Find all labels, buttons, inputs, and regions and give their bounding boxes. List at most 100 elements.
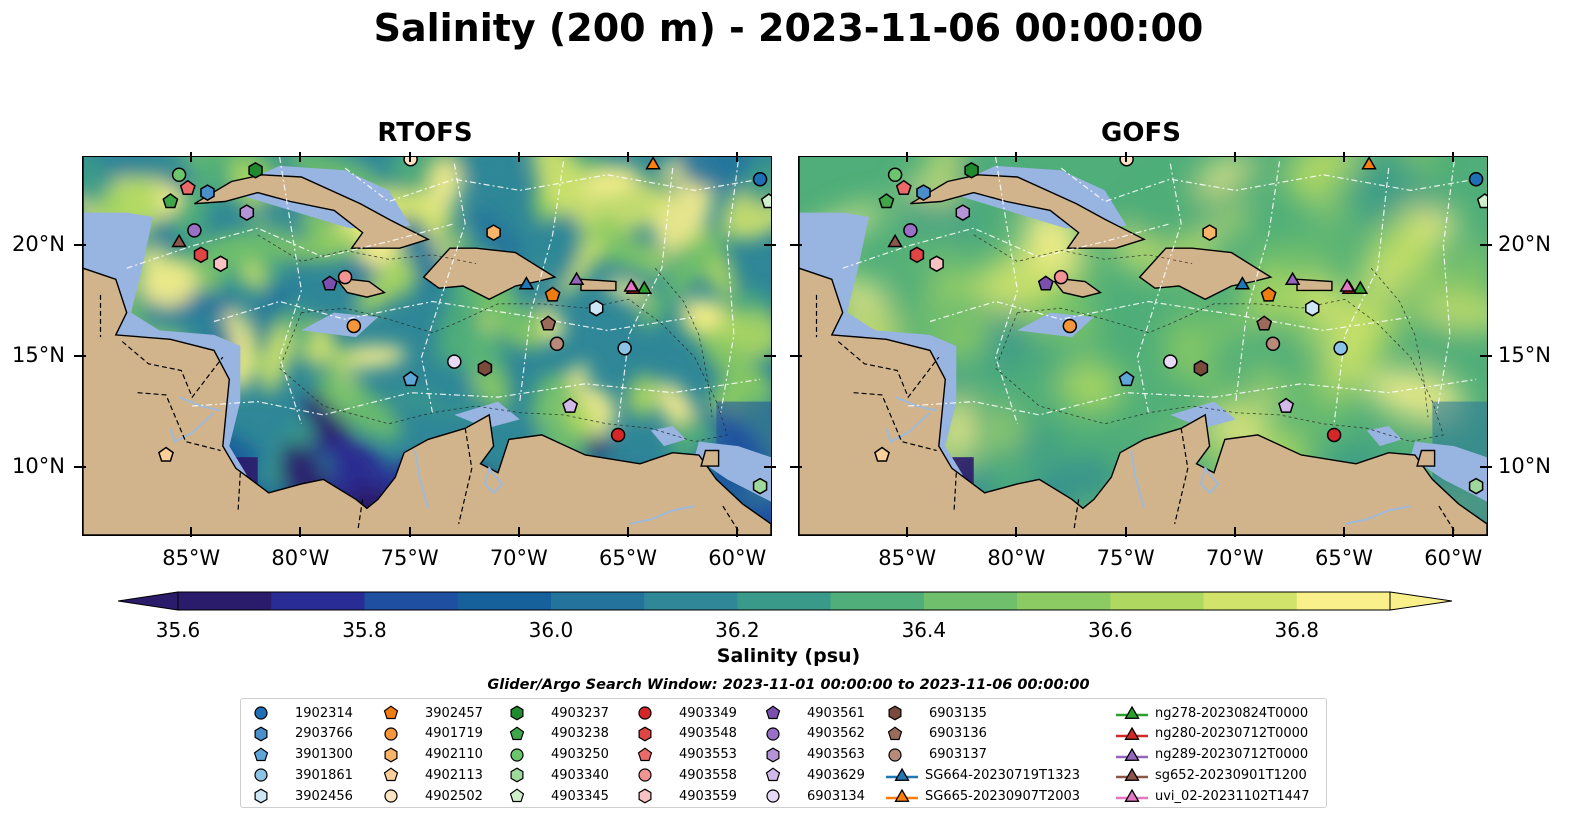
platform-marker-4902502[interactable] bbox=[403, 157, 418, 167]
platform-marker-4901719[interactable] bbox=[1062, 318, 1078, 334]
legend-label: 4903558 bbox=[679, 767, 737, 783]
colorbar-segment bbox=[644, 592, 738, 610]
tick-mark bbox=[517, 527, 520, 537]
platform-marker-2903766[interactable] bbox=[916, 184, 931, 201]
platform-marker-4903238[interactable] bbox=[162, 193, 179, 209]
platform-marker-1902314[interactable] bbox=[752, 171, 768, 187]
platform-marker-4903559[interactable] bbox=[929, 255, 944, 273]
tick-mark bbox=[736, 152, 739, 162]
platform-marker-SG664-20230719T1323[interactable] bbox=[1234, 276, 1251, 290]
legend-label: SG665-20230907T2003 bbox=[925, 788, 1081, 804]
legend-entry: 6903134 bbox=[763, 786, 865, 806]
platform-marker-3902456[interactable] bbox=[1305, 299, 1320, 317]
platform-marker-3901300[interactable] bbox=[1118, 370, 1135, 387]
platform-marker-3901861[interactable] bbox=[1333, 340, 1348, 356]
platform-marker-4903561[interactable] bbox=[321, 275, 338, 291]
platform-marker-4903629[interactable] bbox=[1278, 397, 1295, 413]
legend-entry: 6903136 bbox=[885, 724, 987, 744]
platform-marker-4902113[interactable] bbox=[158, 446, 174, 462]
platform-marker-4903562[interactable] bbox=[903, 223, 918, 238]
platform-marker-4903349[interactable] bbox=[1326, 427, 1342, 443]
platform-marker-uvi_02-20231102T1447[interactable] bbox=[1339, 278, 1356, 292]
platform-marker-4902110[interactable] bbox=[486, 224, 501, 241]
platform-marker-ng289-20230712T0000[interactable] bbox=[568, 271, 585, 286]
platform-marker-4902502[interactable] bbox=[1119, 157, 1134, 167]
legend-entry: 4903562 bbox=[763, 724, 865, 744]
legend-entry: 4903563 bbox=[763, 745, 865, 765]
tick-mark bbox=[1015, 527, 1018, 537]
legend-marker-icon bbox=[509, 726, 525, 740]
platform-marker-ng289-20230712T0000[interactable] bbox=[1284, 271, 1301, 286]
platform-marker-6903135[interactable] bbox=[1193, 359, 1209, 377]
platform-marker-sg652-20230901T1200[interactable] bbox=[171, 233, 187, 248]
platform-marker-4903553[interactable] bbox=[179, 179, 196, 195]
platform-marker-uvi_02-20231102T1447[interactable] bbox=[623, 278, 640, 292]
platform-marker-4903238[interactable] bbox=[878, 193, 895, 209]
tick-mark bbox=[299, 152, 302, 162]
platform-marker-6903136[interactable] bbox=[540, 315, 557, 331]
legend-marker-icon bbox=[254, 768, 268, 782]
platform-marker-4903237[interactable] bbox=[248, 162, 263, 179]
platform-marker-6903137[interactable] bbox=[1265, 336, 1281, 352]
platform-marker-4903340[interactable] bbox=[1468, 477, 1484, 495]
legend: 1902314 2903766 3901300 3901861 3902456 39024… bbox=[240, 698, 1327, 808]
platform-marker-4903345[interactable] bbox=[760, 193, 771, 209]
platform-marker-6903137[interactable] bbox=[549, 336, 565, 352]
platform-marker-4903340[interactable] bbox=[752, 477, 768, 495]
platform-marker-4903250[interactable] bbox=[171, 167, 187, 183]
legend-label: sg652-20230901T1200 bbox=[1155, 767, 1307, 783]
platform-marker-4902110[interactable] bbox=[1202, 224, 1217, 241]
legend-marker-icon bbox=[638, 726, 652, 742]
rtofs-map[interactable] bbox=[82, 156, 772, 536]
platform-marker-4902113[interactable] bbox=[874, 446, 890, 462]
legend-entry: 4903238 bbox=[507, 724, 609, 744]
platform-marker-SG664-20230719T1323[interactable] bbox=[518, 276, 535, 290]
platform-marker-6903135[interactable] bbox=[477, 359, 493, 377]
platform-marker-4903629[interactable] bbox=[562, 397, 579, 413]
legend-label: 4903548 bbox=[679, 726, 737, 742]
platform-marker-4903562[interactable] bbox=[187, 223, 202, 238]
platform-marker-1902314[interactable] bbox=[1468, 171, 1484, 187]
platform-marker-4901719[interactable] bbox=[346, 318, 362, 334]
platform-marker-SG665-20230907T2003[interactable] bbox=[645, 157, 661, 170]
platform-marker-4903237[interactable] bbox=[964, 162, 979, 179]
platform-marker-6903134[interactable] bbox=[447, 354, 462, 369]
platform-marker-4903548[interactable] bbox=[193, 246, 209, 264]
platform-marker-3902457[interactable] bbox=[1260, 286, 1277, 302]
platform-marker-4903558[interactable] bbox=[1053, 269, 1069, 285]
platform-marker-ng278-20230824T0000[interactable] bbox=[1352, 280, 1369, 294]
legend-label: 4903349 bbox=[679, 705, 737, 721]
platform-marker-2903766[interactable] bbox=[200, 184, 215, 201]
platform-marker-4903558[interactable] bbox=[337, 269, 353, 285]
platform-marker-4903563[interactable] bbox=[955, 204, 971, 221]
gofs-map[interactable] bbox=[798, 156, 1488, 536]
platform-marker-6903136[interactable] bbox=[1256, 315, 1273, 331]
platform-marker-6903134[interactable] bbox=[1163, 354, 1178, 369]
legend-marker-icon bbox=[509, 788, 525, 803]
platform-marker-SG665-20230907T2003[interactable] bbox=[1361, 157, 1377, 170]
platform-marker-4903553[interactable] bbox=[895, 179, 912, 195]
colorbar-segment bbox=[178, 592, 272, 610]
platform-marker-4903345[interactable] bbox=[1476, 193, 1487, 209]
platform-marker-sg652-20230901T1200[interactable] bbox=[887, 233, 903, 248]
tick-mark bbox=[906, 527, 909, 537]
platform-marker-ng278-20230824T0000[interactable] bbox=[636, 280, 653, 294]
platform-marker-4903561[interactable] bbox=[1037, 275, 1054, 291]
tick-mark bbox=[1452, 527, 1455, 537]
platform-marker-4903559[interactable] bbox=[213, 255, 228, 273]
platform-marker-3901861[interactable] bbox=[617, 340, 632, 356]
platform-marker-4903548[interactable] bbox=[909, 246, 925, 264]
legend-marker-icon bbox=[638, 706, 652, 720]
platform-marker-3902457[interactable] bbox=[544, 286, 561, 302]
colorbar-segment bbox=[457, 592, 552, 610]
legend-entry: 4903340 bbox=[507, 765, 609, 785]
platform-marker-4903349[interactable] bbox=[610, 427, 626, 443]
platform-marker-3901300[interactable] bbox=[402, 370, 419, 387]
platform-marker-3902456[interactable] bbox=[589, 299, 604, 317]
colorbar-extend-max bbox=[1389, 591, 1453, 611]
platform-marker-4903250[interactable] bbox=[887, 167, 903, 183]
legend-entry: ng278-20230824T0000 bbox=[1115, 703, 1308, 723]
colorbar-tick-label: 36.0 bbox=[528, 618, 574, 642]
platform-marker-4903563[interactable] bbox=[239, 204, 255, 221]
tick-mark bbox=[1233, 527, 1236, 537]
